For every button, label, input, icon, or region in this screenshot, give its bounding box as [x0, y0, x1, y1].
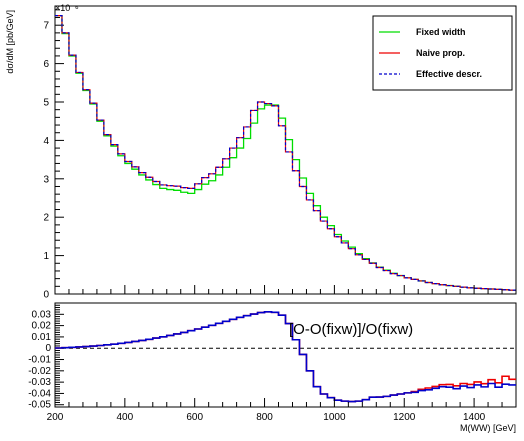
- top-y-tick-label: 5: [43, 98, 49, 109]
- top-y-tick-label: 4: [43, 136, 49, 147]
- top-y-tick-label: 6: [43, 59, 49, 70]
- x-tick-label: 200: [47, 412, 64, 423]
- bottom-y-tick-label: 0: [45, 343, 51, 354]
- top-y-tick-label: 0: [43, 290, 49, 301]
- top-panel: 0 1 2 3 4 5 6 7 ×10⁻⁶ dσ/dM [pb/GeV] Fixed widt…: [5, 3, 517, 301]
- x-tick-label: 800: [256, 412, 273, 423]
- series-line-effective-descr: [55, 15, 516, 291]
- x-tick-label: 400: [117, 412, 134, 423]
- bottom-y-tick-label: -0.03: [28, 377, 51, 388]
- ratio-line-effective-descr: [55, 311, 516, 403]
- bottom-y-tick-label: 0.03: [32, 309, 52, 320]
- x-tick-label: 1200: [393, 412, 416, 423]
- bottom-y-tick-label: -0.04: [28, 388, 51, 399]
- bottom-series-group: [55, 311, 516, 403]
- top-y-tick-label: 2: [43, 213, 49, 224]
- top-y-tick-label: 3: [43, 174, 49, 185]
- x-axis-title: M(WW) [GeV]: [460, 423, 516, 433]
- top-y-axis: 0 1 2 3 4 5 6 7: [43, 9, 64, 301]
- top-plot-frame: [54, 5, 517, 295]
- x-tick-label: 1400: [463, 412, 486, 423]
- legend: Fixed width Naive prop. Effective descr.: [372, 15, 513, 91]
- legend-label-fixed-width: Fixed width: [416, 27, 466, 37]
- top-y-tick-label: 7: [43, 21, 49, 32]
- bottom-y-tick-label: 0.01: [32, 332, 52, 343]
- top-y-tick-label: 1: [43, 251, 49, 262]
- top-series-group: [55, 14, 516, 291]
- x-axis: 200 400 600 800 1000 1200 1400: [47, 285, 517, 423]
- y-axis-title: dσ/dM [pb/GeV]: [5, 10, 15, 74]
- bottom-y-tick-label: -0.01: [28, 355, 51, 366]
- bottom-y-tick-label: -0.05: [28, 400, 51, 411]
- x-tick-label: 1000: [323, 412, 346, 423]
- ratio-title: [O-O(fixw)]/O(fixw): [289, 321, 413, 338]
- y-exponent-label: ×10⁻⁶: [55, 3, 79, 13]
- legend-label-effective-descr: Effective descr.: [416, 69, 482, 79]
- legend-label-naive-prop: Naive prop.: [416, 48, 465, 58]
- bottom-y-tick-label: 0.02: [32, 321, 52, 332]
- bottom-y-tick-label: -0.02: [28, 366, 51, 377]
- x-tick-label: 600: [186, 412, 203, 423]
